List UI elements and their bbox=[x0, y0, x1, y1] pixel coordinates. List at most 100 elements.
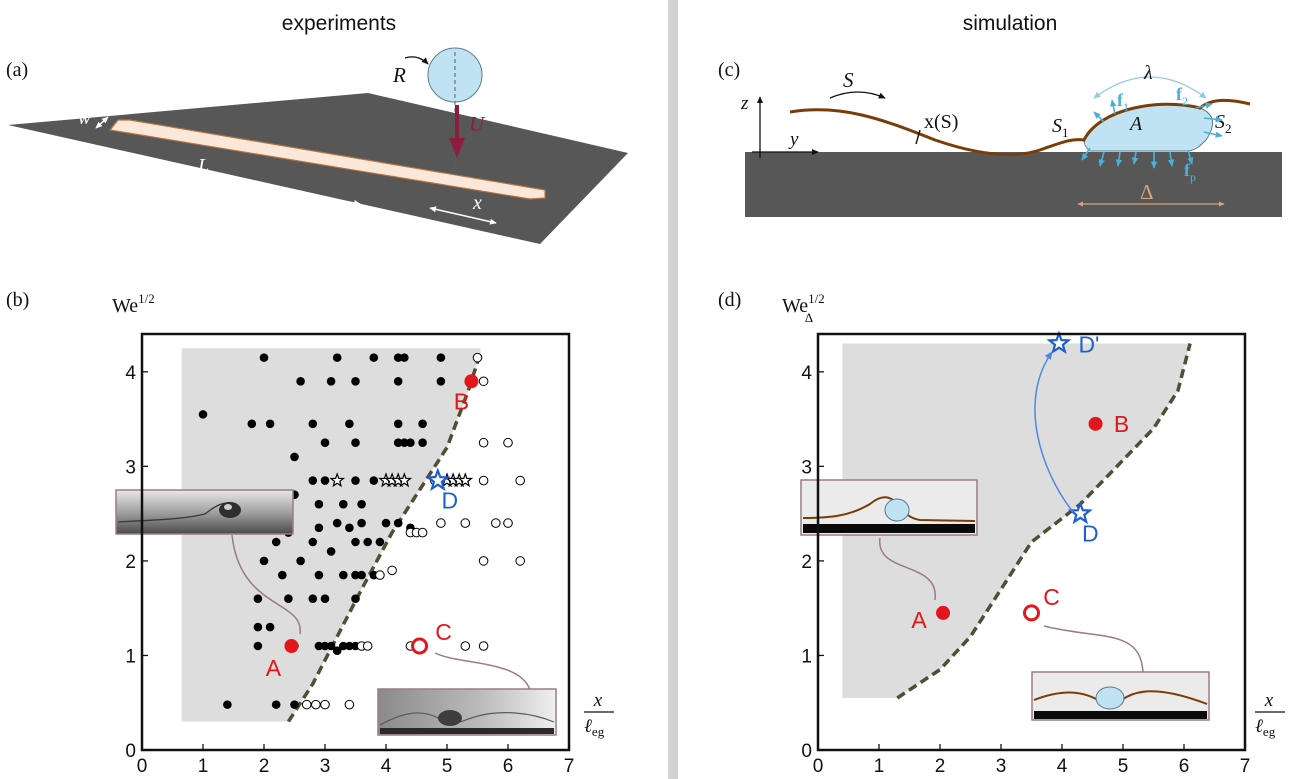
data-point-filled bbox=[284, 594, 293, 604]
chart-b-xtick-label: 3 bbox=[320, 756, 331, 777]
label-S1: S1 bbox=[1052, 115, 1069, 140]
data-point-filled bbox=[308, 594, 318, 604]
data-point-open bbox=[478, 556, 489, 566]
data-point-filled bbox=[406, 438, 415, 448]
chart-d-ylabel: We1/2 Δ bbox=[782, 291, 825, 325]
chart-d-xtick-label: 6 bbox=[1179, 756, 1190, 777]
data-point-filled bbox=[393, 438, 403, 448]
data-point-filled bbox=[375, 537, 385, 547]
data-point-filled bbox=[247, 419, 257, 429]
highlight-label-A: A bbox=[911, 607, 927, 633]
radius-arrow bbox=[404, 56, 429, 65]
header-simulation: simulation bbox=[963, 12, 1058, 35]
data-point-open bbox=[344, 699, 355, 710]
chart-b-xlabel-den: ℓeg bbox=[584, 716, 605, 739]
data-point-filled bbox=[198, 410, 208, 419]
data-point-filled bbox=[393, 419, 403, 429]
data-point-filled bbox=[308, 419, 318, 429]
data-point-filled bbox=[332, 518, 342, 528]
chart-d-ytick-label: 2 bbox=[801, 552, 812, 573]
data-point-filled bbox=[345, 523, 354, 533]
data-point-filled bbox=[393, 353, 403, 362]
highlight-label-A: A bbox=[266, 655, 282, 681]
data-point-filled bbox=[253, 594, 263, 604]
substrate-plate bbox=[8, 93, 628, 244]
label-S: S bbox=[843, 68, 854, 92]
lambda-arc bbox=[1093, 76, 1207, 99]
data-point-open bbox=[311, 699, 321, 710]
label-Delta: Δ bbox=[1140, 180, 1154, 204]
data-point-filled bbox=[351, 570, 360, 580]
data-point-open bbox=[478, 641, 489, 651]
highlight-label-D: D bbox=[1082, 521, 1099, 547]
chart-d-ytick-label: 4 bbox=[801, 363, 812, 384]
chart-d-shaded-region bbox=[842, 343, 1191, 698]
label-R: R bbox=[392, 63, 406, 87]
arclength-arrow bbox=[829, 91, 886, 99]
data-point-open bbox=[478, 376, 489, 387]
highlight-point-C bbox=[1023, 604, 1040, 622]
highlight-label-C: C bbox=[435, 619, 452, 645]
data-point-open bbox=[362, 641, 373, 651]
chart-b-ytick-label: 4 bbox=[125, 363, 136, 384]
data-point-filled bbox=[271, 537, 281, 547]
data-point-filled bbox=[345, 419, 354, 429]
panel-c-schematic: Δ z y S x(S) S1 S2 A λ bbox=[740, 62, 1282, 217]
inset-sim-c-connector bbox=[1043, 625, 1144, 673]
data-point-star bbox=[457, 472, 474, 488]
highlight-point-D' bbox=[1046, 330, 1072, 355]
velocity-arrow-head bbox=[449, 138, 465, 158]
data-point-filled bbox=[418, 438, 427, 448]
data-point-filled bbox=[418, 419, 427, 429]
data-point-filled bbox=[332, 353, 342, 362]
label-f2: f2 bbox=[1176, 84, 1188, 108]
data-point-open bbox=[460, 518, 471, 528]
chart-b-ytick-label: 2 bbox=[125, 552, 136, 573]
data-point-filled bbox=[345, 641, 354, 651]
highlight-point-D bbox=[1067, 500, 1093, 525]
panel-divider bbox=[668, 0, 678, 779]
data-point-filled bbox=[259, 353, 269, 362]
data-point-open bbox=[301, 699, 312, 710]
data-point-filled bbox=[278, 570, 287, 580]
label-z: z bbox=[740, 93, 749, 114]
data-point-filled bbox=[314, 570, 324, 580]
data-point-filled bbox=[314, 641, 324, 651]
inset-a-connector bbox=[231, 534, 301, 635]
data-point-filled bbox=[400, 353, 409, 362]
chart-b-xlabel-num: x bbox=[593, 690, 603, 711]
label-S2: S2 bbox=[1215, 111, 1232, 136]
highlight-label-D': D' bbox=[1078, 331, 1099, 357]
chart-b-xtick-label: 4 bbox=[381, 756, 392, 777]
data-point-open bbox=[417, 527, 428, 538]
data-point-filled bbox=[369, 353, 379, 362]
data-point-filled bbox=[320, 641, 330, 651]
inset-sim-a-connector bbox=[879, 537, 936, 601]
data-point-filled bbox=[326, 376, 336, 386]
data-point-open bbox=[503, 518, 513, 528]
chart-b-frame bbox=[140, 332, 571, 752]
chart-d-boundary bbox=[896, 343, 1192, 700]
data-point-filled bbox=[314, 523, 324, 533]
data-point-open bbox=[375, 570, 385, 580]
data-point-filled bbox=[223, 700, 232, 709]
chart-b: A B C D 0 1 2 3 4 5 6 7 0 1 2 3 4 We1/2 x ℓeg bbox=[112, 291, 614, 777]
data-point-filled bbox=[351, 594, 360, 604]
data-point-filled bbox=[320, 438, 330, 448]
data-point-star bbox=[329, 472, 346, 488]
label-lambda: λ bbox=[1143, 62, 1153, 84]
data-point-filled bbox=[253, 622, 263, 632]
data-point-filled bbox=[326, 547, 336, 556]
chart-b-ytick-label: 0 bbox=[125, 741, 136, 762]
data-point-open bbox=[478, 437, 489, 448]
chart-b-ylabel: We1/2 bbox=[112, 291, 155, 317]
chart-d-xlabel-den: ℓeg bbox=[1255, 716, 1276, 739]
chart-b-xtick-label: 2 bbox=[259, 756, 270, 777]
width-arrow bbox=[95, 116, 109, 129]
inset-photo-c bbox=[377, 652, 557, 736]
highlight-point-D bbox=[425, 467, 451, 492]
chart-d-xtick-label: 3 bbox=[996, 756, 1007, 777]
highlight-point-B bbox=[464, 374, 479, 389]
chart-b-xtick-label: 0 bbox=[137, 756, 148, 777]
